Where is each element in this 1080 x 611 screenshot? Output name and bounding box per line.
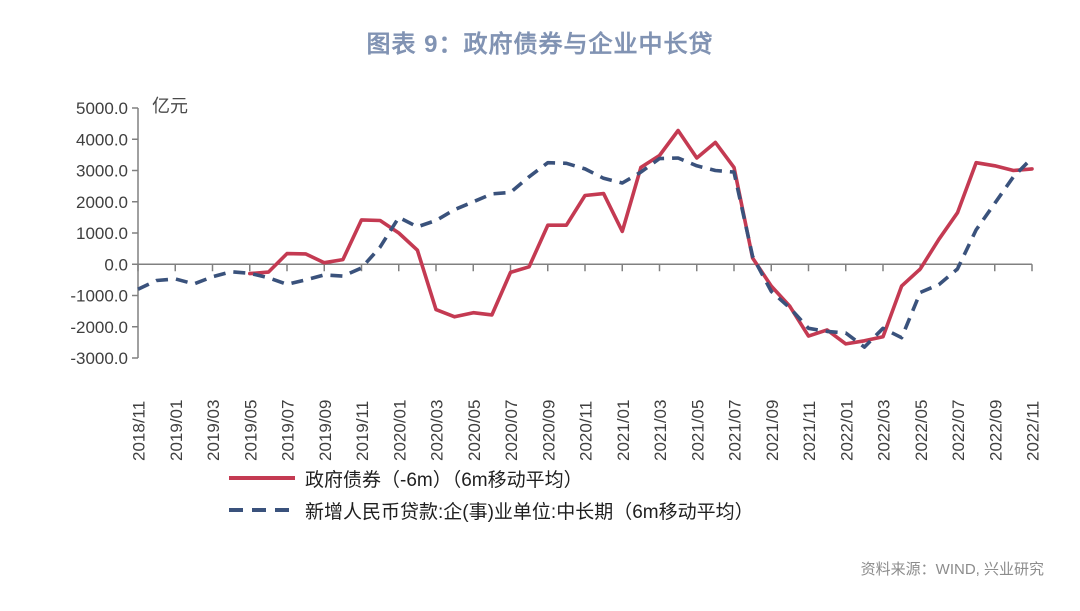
- legend-dashed-line-swatch: [229, 508, 295, 512]
- y-tick-label: 4000.0: [76, 130, 128, 149]
- legend-label: 政府债券（-6m）（6m移动平均）: [305, 469, 583, 491]
- y-tick-label: 3000.0: [76, 162, 128, 181]
- y-tick-label: 0.0: [104, 255, 128, 274]
- series-line-corp-mlt-loans: [137, 156, 1034, 349]
- x-tick-label: 2020/03: [428, 400, 447, 461]
- x-tick-label: 2019/05: [241, 400, 260, 461]
- x-tick-label: 2020/07: [502, 400, 521, 461]
- x-tick-label: 2022/01: [837, 400, 856, 461]
- legend-item: 新增人民币贷款:企(事)业单位:中长期（6m移动平均）: [228, 494, 754, 526]
- y-axis-unit-label: 亿元: [152, 96, 188, 117]
- x-tick-label: 2019/07: [279, 400, 298, 461]
- y-tick-label: 1000.0: [76, 224, 128, 243]
- x-tick-label: 2022/05: [912, 400, 931, 461]
- x-tick-label: 2020/11: [577, 401, 596, 461]
- x-tick-label: 2021/05: [688, 400, 707, 461]
- x-tick-label: 2021/07: [726, 400, 745, 461]
- x-tick-label: 2019/01: [167, 400, 186, 461]
- legend-solid-line-swatch: [229, 476, 295, 480]
- legend: 政府债券（-6m）（6m移动平均） 新增人民币贷款:企(事)业单位:中长期（6m移…: [228, 462, 754, 526]
- chart-title: 图表 9：政府债券与企业中长贷: [366, 31, 714, 58]
- y-tick-label: 2000.0: [76, 193, 128, 212]
- y-tick-label: 5000.0: [76, 99, 128, 118]
- x-tick-label: 2021/03: [651, 400, 670, 461]
- x-tick-label: 2020/05: [465, 400, 484, 461]
- y-tick-label: -3000.0: [70, 349, 128, 368]
- x-tick-label: 2020/09: [539, 400, 558, 461]
- x-tick-label: 2022/07: [949, 400, 968, 461]
- x-tick-label: 2021/01: [614, 400, 633, 461]
- x-tick-label: 2019/11: [353, 401, 372, 461]
- x-tick-label: 2021/11: [800, 401, 819, 461]
- x-tick-label: 2018/11: [130, 401, 149, 461]
- x-tick-label: 2020/01: [390, 400, 409, 461]
- legend-item: 政府债券（-6m）（6m移动平均）: [228, 462, 754, 494]
- series-line-gov-bonds: [248, 128, 1034, 346]
- y-tick-label: -1000.0: [70, 287, 128, 306]
- x-tick-label: 2019/03: [204, 400, 223, 461]
- x-tick-label: 2019/09: [316, 400, 335, 461]
- y-tick-label: -2000.0: [70, 318, 128, 337]
- x-tick-label: 2022/03: [875, 400, 894, 461]
- source-note: 资料来源：WIND, 兴业研究: [860, 561, 1044, 578]
- x-tick-label: 2022/11: [1024, 401, 1043, 461]
- legend-label: 新增人民币贷款:企(事)业单位:中长期（6m移动平均）: [305, 501, 754, 523]
- x-tick-label: 2021/09: [763, 400, 782, 461]
- x-tick-label: 2022/09: [986, 400, 1005, 461]
